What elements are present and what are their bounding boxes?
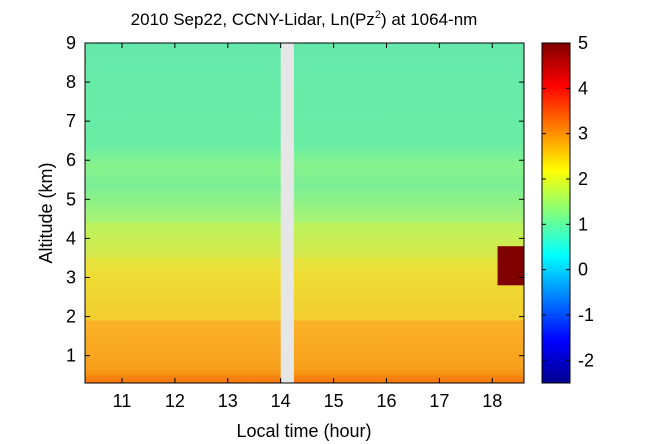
x-tick-label: 15	[324, 391, 344, 411]
colorbar	[542, 43, 570, 383]
colorbar-tick-label: 0	[578, 260, 588, 280]
layer-band-surface	[85, 375, 524, 383]
x-tick-label: 16	[376, 391, 396, 411]
chart-title: 2010 Sep22, CCNY-Lidar, Ln(Pz2) at 1064-…	[131, 9, 478, 29]
x-tick-label: 17	[429, 391, 449, 411]
colorbar-tick-label: 1	[578, 214, 588, 234]
colorbar-frame	[541, 42, 571, 384]
y-tick-label: 1	[66, 346, 76, 366]
colorbar-tick-label: 5	[578, 33, 588, 53]
layer-band-free-troposphere	[85, 43, 524, 223]
x-tick-label: 11	[113, 391, 132, 411]
colorbar-tick-label: 4	[578, 78, 588, 98]
layer-band-aerosol-layer	[85, 222, 524, 258]
x-axis-label: Local time (hour)	[236, 421, 371, 441]
heatmap-layers	[85, 43, 524, 383]
y-tick-label: 2	[66, 307, 76, 327]
x-tick-label: 13	[218, 391, 238, 411]
x-tick-label: 14	[271, 391, 291, 411]
layer-band-boundary-layer	[85, 320, 524, 376]
colorbar-tick-label: 3	[578, 124, 588, 144]
heatmap-plot-area	[85, 43, 524, 383]
y-tick-label: 8	[66, 72, 76, 92]
x-tick-label: 12	[165, 391, 185, 411]
x-axis-ticks: 11 12 13 14 15 16 17 18	[113, 43, 502, 411]
plot-frame	[84, 42, 525, 384]
y-axis-ticks: 1 2 3 4 5 6 7 8 9	[66, 33, 524, 366]
heatmap-background	[85, 43, 524, 383]
x-tick-label: 18	[482, 391, 502, 411]
colorbar-tick-label: -2	[578, 350, 594, 370]
data-gap	[280, 43, 294, 383]
colorbar-ticks: 5 4 3 2 1 0 -1 -2	[542, 33, 594, 370]
y-tick-label: 9	[66, 33, 76, 53]
y-tick-label: 6	[66, 150, 76, 170]
colorbar-tick-label: -1	[578, 305, 594, 325]
y-tick-label: 3	[66, 267, 76, 287]
cloud-patch	[497, 246, 524, 286]
y-tick-label: 7	[66, 111, 76, 131]
colorbar-tick-label: 2	[578, 169, 588, 189]
layer-band-transition	[85, 257, 524, 321]
y-axis-label: Altitude (km)	[36, 162, 56, 263]
y-tick-label: 4	[66, 228, 76, 248]
y-tick-label: 5	[66, 189, 76, 209]
